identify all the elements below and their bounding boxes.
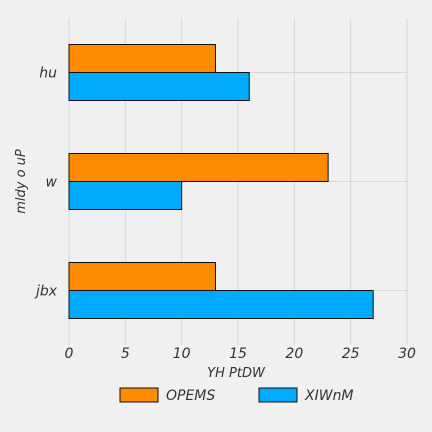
legend: OPEMS XIWnM bbox=[119, 387, 354, 404]
x-tick-label: 25 bbox=[342, 346, 360, 362]
y-tick-label: w bbox=[46, 175, 58, 191]
legend-label-xiwnm: XIWnM bbox=[304, 388, 354, 404]
bar-xiwnm-w bbox=[68, 181, 183, 210]
x-tick-label: 15 bbox=[229, 346, 247, 362]
legend-swatch-opems bbox=[119, 387, 159, 403]
x-tick-label: 5 bbox=[121, 346, 130, 362]
x-tick-label: 0 bbox=[65, 346, 74, 362]
x-axis-title: YH PtDW bbox=[207, 366, 266, 381]
x-tick-label: 20 bbox=[285, 346, 303, 362]
bars bbox=[68, 44, 374, 319]
y-tick-labels: jbx w hu bbox=[34, 66, 58, 300]
bar-xiwnm-jbx bbox=[68, 290, 374, 319]
y-tick-label: jbx bbox=[34, 284, 58, 300]
y-tick-label: hu bbox=[39, 66, 57, 82]
x-tick-label: 10 bbox=[173, 346, 191, 362]
y-axis-title: mldy o uP bbox=[14, 149, 29, 214]
x-tick-label: 30 bbox=[398, 346, 416, 362]
bar-xiwnm-hu bbox=[68, 72, 250, 101]
bar-opems-w bbox=[68, 153, 329, 182]
bar-opems-jbx bbox=[68, 262, 216, 291]
bar-opems-hu bbox=[68, 44, 216, 73]
legend-swatch-xiwnm bbox=[258, 387, 298, 403]
x-tick-labels: 0 5 10 15 20 25 30 bbox=[65, 346, 416, 362]
legend-label-opems: OPEMS bbox=[166, 388, 215, 404]
